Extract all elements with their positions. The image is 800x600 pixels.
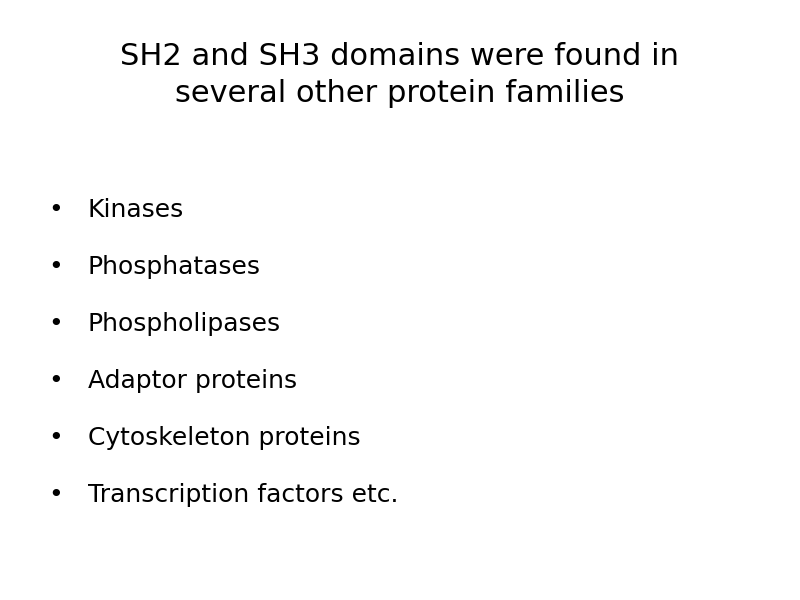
Text: Kinases: Kinases xyxy=(88,198,184,222)
Text: Adaptor proteins: Adaptor proteins xyxy=(88,369,297,393)
Text: •: • xyxy=(49,483,63,507)
Text: •: • xyxy=(49,369,63,393)
Text: •: • xyxy=(49,198,63,222)
Text: •: • xyxy=(49,255,63,279)
Text: Phospholipases: Phospholipases xyxy=(88,312,281,336)
Text: Transcription factors etc.: Transcription factors etc. xyxy=(88,483,398,507)
Text: SH2 and SH3 domains were found in
several other protein families: SH2 and SH3 domains were found in severa… xyxy=(121,42,679,108)
Text: •: • xyxy=(49,426,63,450)
Text: Cytoskeleton proteins: Cytoskeleton proteins xyxy=(88,426,361,450)
Text: Phosphatases: Phosphatases xyxy=(88,255,261,279)
Text: •: • xyxy=(49,312,63,336)
